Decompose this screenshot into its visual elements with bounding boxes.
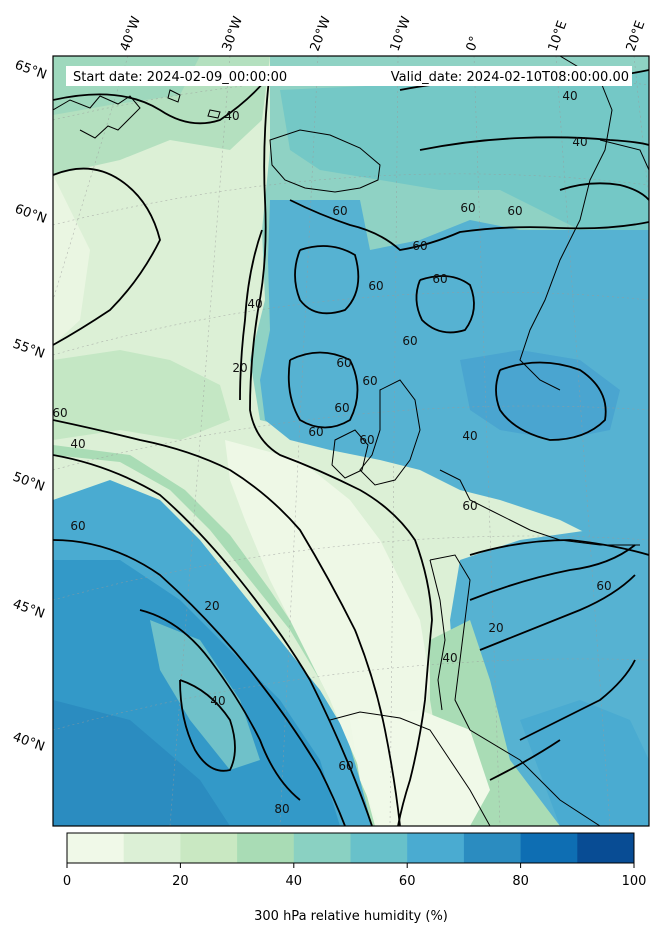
coastlines [53, 56, 649, 826]
latitude-labels: 65°N 60°N 55°N 50°N 45°N 40°N [11, 58, 49, 755]
contours [53, 69, 649, 826]
longitude-label: 30°W [220, 14, 246, 53]
contour-label: 60 [507, 204, 522, 218]
colorbar-tick-label: 20 [172, 874, 189, 889]
colorbar-tick-label: 40 [286, 874, 303, 889]
longitude-labels: 40°W 30°W 20°W 10°W 0° 10°E 20°E [118, 14, 649, 53]
contour-label: 40 [462, 429, 477, 443]
colorbar-segment [237, 833, 295, 863]
latitude-label: 60°N [13, 202, 49, 227]
colorbar-tick-label: 100 [622, 874, 647, 889]
colorbar-segment [407, 833, 465, 863]
contour-label: 60 [308, 425, 323, 439]
contour-label: 40 [210, 694, 225, 708]
contour-label: 60 [432, 272, 447, 286]
latitude-label: 40°N [11, 730, 47, 755]
contour-label: 60 [460, 201, 475, 215]
contour-label: 60 [368, 279, 383, 293]
colorbar-segment [350, 833, 408, 863]
valid-date: Valid_date: 2024-02-10T08:00:00.00 [391, 70, 629, 85]
header-box [66, 66, 632, 86]
longitude-label: 0° [464, 34, 483, 53]
contour-label: 20 [488, 621, 503, 635]
contour-label: 40 [442, 651, 457, 665]
contour-label: 40 [562, 89, 577, 103]
contour-label: 60 [334, 401, 349, 415]
fill-zone-west [53, 350, 230, 440]
fill-zone-sw-deep [53, 700, 230, 826]
contour-label: 40 [70, 437, 85, 451]
colorbar-segment [520, 833, 578, 863]
colorbar [66, 832, 635, 864]
contour-label: 20 [204, 599, 219, 613]
fill-zone-dry-south [350, 710, 490, 826]
contour-label: 60 [52, 406, 67, 420]
colorbar-segment [67, 833, 125, 863]
latitude-label: 65°N [13, 58, 49, 83]
fill-zone-ne-band [280, 70, 649, 250]
contour-label: 60 [402, 334, 417, 348]
contour-label: 80 [274, 802, 289, 816]
latitude-label: 45°N [11, 597, 47, 622]
contour-label: 40 [224, 109, 239, 123]
contour-label: 60 [596, 579, 611, 593]
contour-label: 20 [232, 361, 247, 375]
fill-zone-se-core [520, 700, 649, 826]
colorbar-segment [463, 833, 522, 863]
longitude-label: 10°W [388, 14, 414, 53]
latitude-label: 50°N [11, 470, 47, 495]
colorbar-ticks: 0 20 40 60 80 100 [63, 863, 647, 889]
contour-label: 40 [572, 135, 587, 149]
map-frame [52, 55, 650, 827]
contour-label: 60 [462, 499, 477, 513]
latitude-label: 55°N [11, 337, 47, 362]
colorbar-tick-label: 60 [399, 874, 416, 889]
contour-label: 60 [362, 374, 377, 388]
contour-label: 60 [338, 759, 353, 773]
contour-label: 60 [336, 356, 351, 370]
colorbar-segment [123, 833, 181, 863]
colorbar-frame [66, 832, 635, 864]
colorbar-segment [577, 833, 635, 863]
contour-label: 40 [247, 297, 262, 311]
colorbar-tick-label: 80 [512, 874, 529, 889]
colorbar-segment [293, 833, 351, 863]
contour-label: 60 [412, 239, 427, 253]
contour-label: 60 [70, 519, 85, 533]
longitude-label: 40°W [118, 14, 144, 53]
contour-labels: 40 40 40 60 60 60 60 60 60 40 20 60 60 60 40 60 40 60 60 60… [52, 89, 611, 816]
humidity-map [53, 56, 649, 826]
longitude-label: 20°W [308, 14, 334, 53]
contour-label: 60 [359, 433, 374, 447]
contour-label: 60 [332, 204, 347, 218]
colorbar-label: 300 hPa relative humidity (%) [254, 909, 448, 924]
longitude-label: 20°E [624, 19, 649, 54]
start-date: Start date: 2024-02-09_00:00:00 [73, 70, 287, 85]
longitude-label: 10°E [546, 19, 571, 54]
colorbar-tick-label: 0 [63, 874, 71, 889]
fill-zone-dry-west [53, 175, 90, 345]
colorbar-segment [180, 833, 238, 863]
